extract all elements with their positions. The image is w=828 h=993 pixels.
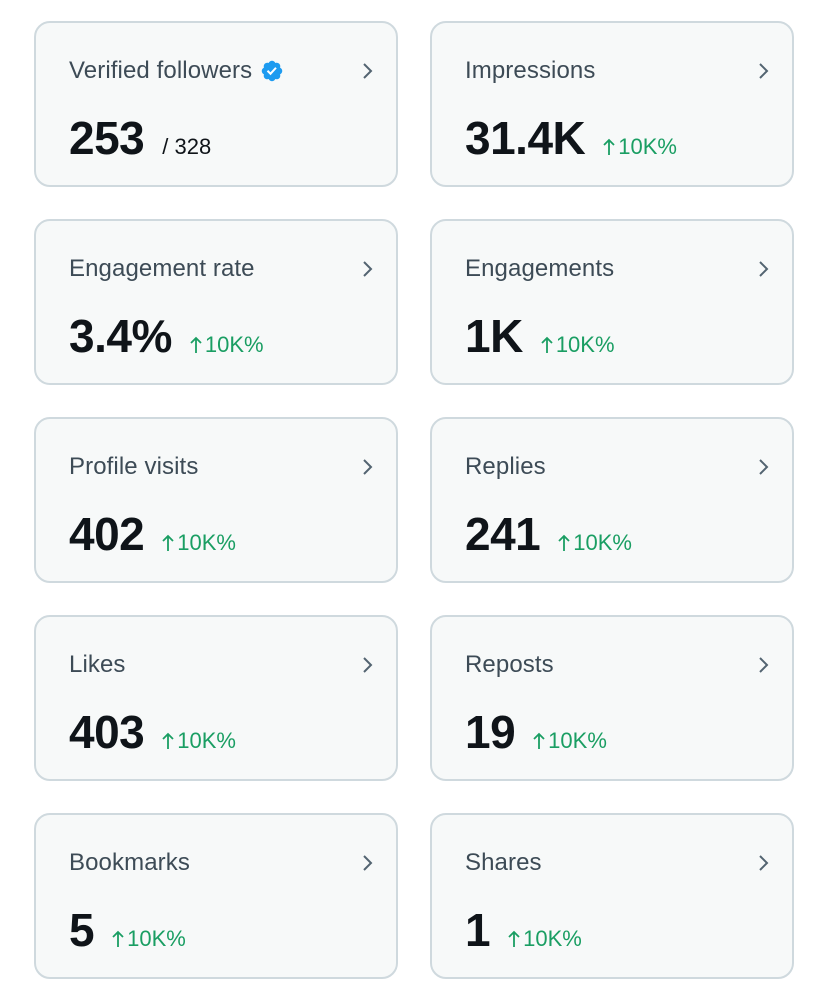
card-title: Impressions xyxy=(465,57,595,85)
arrow-up-icon xyxy=(190,336,202,353)
metric-value-row: 253 / 328 xyxy=(69,111,211,165)
card-title-label: Replies xyxy=(465,453,546,480)
card-title-label: Impressions xyxy=(465,57,596,84)
card-impressions[interactable]: Impressions 31.4K 10K% xyxy=(430,21,794,187)
card-title: Verified followers xyxy=(69,57,284,85)
card-title: Shares xyxy=(465,849,542,877)
arrow-up-icon xyxy=(603,138,615,155)
metric-change-value: 10K% xyxy=(548,728,607,753)
chevron-right-icon xyxy=(363,261,373,277)
verified-badge-icon xyxy=(260,59,284,83)
card-shares[interactable]: Shares 1 10K% xyxy=(430,813,794,979)
metric-total: / 328 xyxy=(162,134,212,159)
metric-value-row: 1 10K% xyxy=(465,903,582,957)
metric-value-row: 241 10K% xyxy=(465,507,632,561)
metric-change: 10K% xyxy=(508,926,582,952)
card-title-label: Engagement rate xyxy=(69,255,255,282)
arrow-up-icon xyxy=(508,930,520,947)
metric-value: 5 xyxy=(69,904,95,956)
metric-change: 10K% xyxy=(162,530,236,556)
card-verified-followers[interactable]: Verified followers 253 / 328 xyxy=(34,21,398,187)
metric-value-row: 1K 10K% xyxy=(465,309,615,363)
arrow-up-icon xyxy=(541,336,553,353)
metric-change-value: 10K% xyxy=(127,926,186,951)
metric-value: 19 xyxy=(465,706,516,758)
card-title-label: Shares xyxy=(465,849,542,876)
metric-value: 402 xyxy=(69,508,145,560)
card-title: Engagement rate xyxy=(69,255,255,283)
metric-change-value: 10K% xyxy=(204,332,264,357)
metric-value-row: 31.4K 10K% xyxy=(465,111,677,165)
metric-value: 253 xyxy=(69,112,145,164)
metric-value-row: 402 10K% xyxy=(69,507,236,561)
card-replies[interactable]: Replies 241 10K% xyxy=(430,417,794,583)
chevron-right-icon xyxy=(759,63,769,79)
chevron-right-icon xyxy=(759,261,769,277)
metric-change: 10K% xyxy=(533,728,607,754)
card-profile-visits[interactable]: Profile visits 402 10K% xyxy=(34,417,398,583)
arrow-up-icon xyxy=(558,534,570,551)
card-title: Likes xyxy=(69,651,126,679)
metric-value: 403 xyxy=(69,706,145,758)
metric-change-value: 10K% xyxy=(573,530,632,555)
metric-change-value: 10K% xyxy=(523,926,582,951)
card-likes[interactable]: Likes 403 10K% xyxy=(34,615,398,781)
metric-change-value: 10K% xyxy=(177,728,236,753)
chevron-right-icon xyxy=(363,855,373,871)
metric-change-value: 10K% xyxy=(618,134,677,159)
card-title-label: Engagements xyxy=(465,255,615,282)
metric-change: 10K% xyxy=(603,134,677,160)
metric-value: 241 xyxy=(465,508,541,560)
card-title-label: Bookmarks xyxy=(69,849,190,876)
metric-change: 10K% xyxy=(190,332,264,358)
analytics-card-grid: Verified followers 253 / 328 Impressions… xyxy=(34,21,794,979)
metric-value-row: 403 10K% xyxy=(69,705,236,759)
metric-change-value: 10K% xyxy=(177,530,236,555)
chevron-right-icon xyxy=(363,657,373,673)
arrow-up-icon xyxy=(533,732,545,749)
card-engagements[interactable]: Engagements 1K 10K% xyxy=(430,219,794,385)
card-title-label: Reposts xyxy=(465,651,554,678)
metric-value-row: 19 10K% xyxy=(465,705,607,759)
card-title: Replies xyxy=(465,453,546,481)
metric-value: 31.4K xyxy=(465,112,586,164)
card-reposts[interactable]: Reposts 19 10K% xyxy=(430,615,794,781)
chevron-right-icon xyxy=(759,855,769,871)
metric-value-row: 5 10K% xyxy=(69,903,186,957)
metric-value-row: 3.4% 10K% xyxy=(69,309,264,363)
metric-change-value: 10K% xyxy=(555,332,615,357)
metric-change: 10K% xyxy=(558,530,632,556)
card-title-label: Verified followers xyxy=(69,57,253,84)
card-engagement-rate[interactable]: Engagement rate 3.4% 10K% xyxy=(34,219,398,385)
metric-change: 10K% xyxy=(162,728,236,754)
arrow-up-icon xyxy=(162,732,174,749)
metric-value: 1K xyxy=(465,310,523,362)
arrow-up-icon xyxy=(112,930,124,947)
card-title: Bookmarks xyxy=(69,849,190,877)
card-title: Profile visits xyxy=(69,453,198,481)
chevron-right-icon xyxy=(363,459,373,475)
card-bookmarks[interactable]: Bookmarks 5 10K% xyxy=(34,813,398,979)
metric-change: 10K% xyxy=(541,332,615,358)
card-title-label: Likes xyxy=(69,651,126,678)
card-title: Engagements xyxy=(465,255,614,283)
chevron-right-icon xyxy=(759,459,769,475)
card-title: Reposts xyxy=(465,651,554,679)
card-title-label: Profile visits xyxy=(69,453,199,480)
metric-change: 10K% xyxy=(112,926,186,952)
chevron-right-icon xyxy=(759,657,769,673)
metric-value: 3.4% xyxy=(69,310,172,362)
chevron-right-icon xyxy=(363,63,373,79)
arrow-up-icon xyxy=(162,534,174,551)
metric-value: 1 xyxy=(465,904,491,956)
